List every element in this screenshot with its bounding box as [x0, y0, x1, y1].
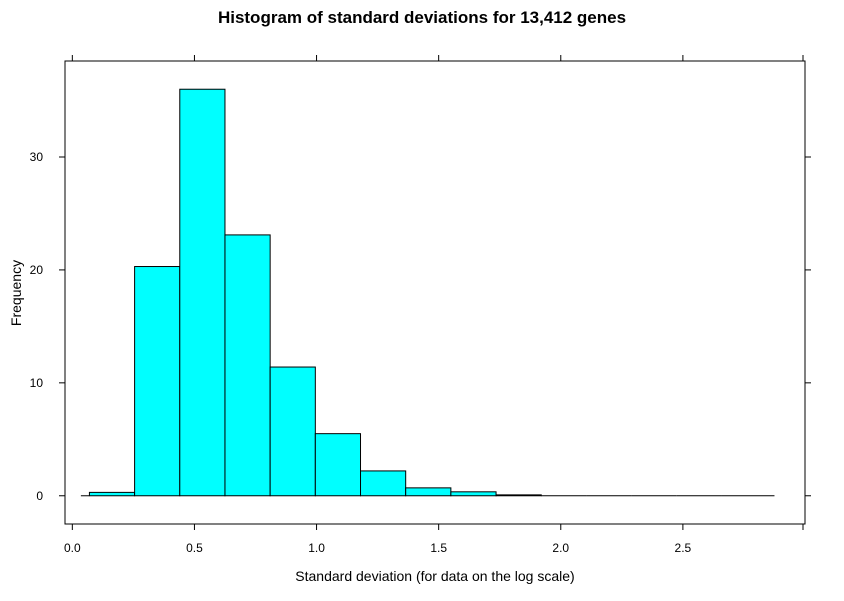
- bars-group: [80, 88, 775, 497]
- histogram-bar: [360, 470, 407, 497]
- y-tick-label: 0: [36, 489, 43, 503]
- x-tick-label: 1.5: [430, 541, 447, 555]
- x-tick-label: 0.5: [186, 541, 203, 555]
- histogram-bar: [179, 88, 226, 497]
- y-tick-label: 20: [30, 263, 44, 277]
- x-tick-label: 2.0: [552, 541, 569, 555]
- histogram-bar: [269, 366, 316, 497]
- histogram-bar: [224, 234, 271, 497]
- histogram-bar: [314, 433, 362, 497]
- chart-title: Histogram of standard deviations for 13,…: [218, 8, 626, 27]
- y-tick-label: 30: [30, 150, 44, 164]
- histogram-bar: [134, 266, 181, 497]
- histogram-bar: [495, 494, 542, 497]
- x-axis-label: Standard deviation (for data on the log …: [295, 568, 574, 584]
- x-axis-ticks: 0.0 0.5 1.0 1.5 2.0 2.5: [64, 55, 804, 555]
- x-tick-label: 2.5: [675, 541, 692, 555]
- histogram-bar: [450, 491, 497, 497]
- y-tick-label: 10: [30, 376, 44, 390]
- x-tick-label: 0.0: [64, 541, 81, 555]
- histogram-bar: [405, 487, 452, 497]
- histogram-bar: [88, 491, 136, 497]
- y-axis-ticks: 0 10 20 30: [30, 150, 811, 503]
- x-tick-label: 1.0: [308, 541, 325, 555]
- y-axis-label: Frequency: [8, 260, 24, 326]
- plot-frame: [64, 60, 806, 525]
